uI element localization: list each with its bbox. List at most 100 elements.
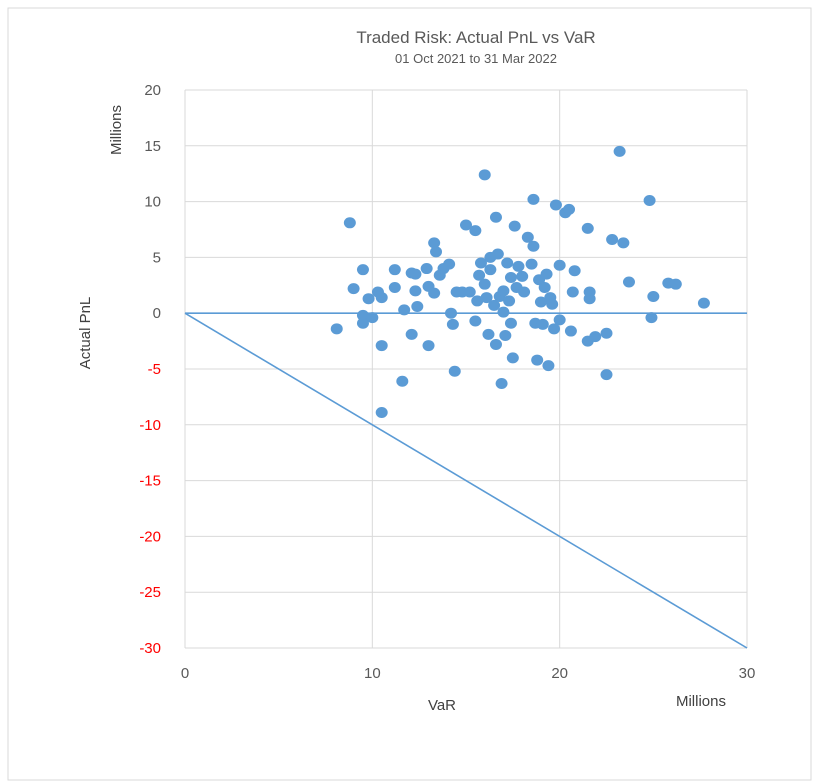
- data-point: [445, 307, 458, 319]
- data-point: [356, 264, 369, 276]
- data-point: [347, 283, 360, 295]
- data-point: [478, 278, 491, 290]
- y-tick-label: 15: [144, 138, 161, 155]
- data-point: [548, 323, 561, 335]
- y-tick-labels: 20 15 10 5 0 -5 -10 -15 -20 -25 -30: [139, 82, 161, 657]
- data-point: [460, 219, 472, 231]
- data-point: [540, 268, 553, 280]
- data-point: [428, 287, 441, 299]
- y-tick-label: 10: [144, 194, 161, 211]
- data-point: [474, 257, 487, 269]
- data-point: [497, 306, 510, 318]
- data-point: [600, 327, 613, 339]
- data-point: [448, 365, 461, 377]
- data-point: [542, 360, 555, 372]
- y-tick-label: -30: [139, 640, 161, 657]
- data-point: [518, 286, 531, 298]
- data-point: [568, 265, 581, 277]
- data-point: [469, 225, 482, 237]
- data-point: [645, 312, 658, 324]
- data-point: [478, 169, 491, 181]
- data-point: [647, 290, 660, 302]
- data-point: [422, 340, 435, 352]
- data-point: [536, 318, 549, 330]
- y-tick-label: -25: [139, 584, 161, 601]
- data-point: [564, 325, 577, 337]
- data-point: [443, 258, 456, 270]
- data-point: [546, 298, 559, 310]
- data-point: [613, 145, 626, 157]
- data-point: [471, 295, 484, 307]
- data-point: [428, 237, 441, 249]
- data-point: [643, 194, 656, 206]
- data-point: [503, 295, 516, 307]
- y-tick-label: -5: [148, 361, 161, 378]
- data-point: [549, 199, 562, 211]
- data-point: [484, 264, 497, 276]
- reference-line: [184, 312, 748, 649]
- data-point: [473, 269, 486, 281]
- data-point: [583, 293, 596, 305]
- x-tick-labels: 0 10 20 30: [181, 665, 756, 682]
- x-axis-label: VaR: [428, 697, 456, 714]
- data-point: [482, 328, 495, 340]
- y-tick-label: 0: [153, 305, 161, 322]
- data-point: [420, 263, 433, 275]
- data-point: [553, 259, 566, 271]
- data-point: [469, 315, 482, 327]
- data-point: [396, 375, 409, 387]
- data-point: [491, 248, 504, 260]
- data-point: [566, 286, 579, 298]
- data-point: [409, 285, 422, 297]
- data-point: [506, 352, 519, 364]
- y-tick-label: 20: [144, 82, 161, 99]
- x-axis-units: Millions: [676, 693, 726, 710]
- x-tick-label: 10: [364, 665, 381, 682]
- data-points: [330, 145, 710, 419]
- data-point: [697, 297, 710, 309]
- y-tick-label: 5: [153, 249, 161, 266]
- data-point: [375, 340, 388, 352]
- data-point: [516, 270, 529, 282]
- data-point: [525, 258, 538, 270]
- data-point: [617, 237, 630, 249]
- data-point: [366, 312, 379, 324]
- data-point: [501, 257, 514, 269]
- x-tick-label: 30: [739, 665, 756, 682]
- y-tick-label: -15: [139, 473, 161, 490]
- data-point: [504, 271, 517, 283]
- x-tick-label: 20: [551, 665, 568, 682]
- data-point: [398, 304, 411, 316]
- data-point: [480, 292, 493, 304]
- data-point: [538, 282, 551, 294]
- data-point: [488, 299, 501, 311]
- data-point: [534, 296, 547, 308]
- data-point: [527, 240, 540, 252]
- chart-title: Traded Risk: Actual PnL vs VaR: [356, 28, 595, 47]
- data-point: [375, 407, 388, 419]
- data-point: [504, 317, 517, 329]
- chart-border: [7, 7, 812, 781]
- data-point: [388, 282, 401, 294]
- data-point: [409, 268, 422, 280]
- data-point: [508, 220, 521, 232]
- x-tick-label: 0: [181, 665, 189, 682]
- data-point: [581, 222, 594, 234]
- data-point: [669, 278, 682, 290]
- data-point: [622, 276, 635, 288]
- data-point: [375, 292, 388, 304]
- data-point: [489, 338, 502, 350]
- data-point: [446, 318, 459, 330]
- data-point: [531, 354, 544, 366]
- data-point: [553, 314, 566, 326]
- data-point: [527, 193, 540, 205]
- y-tick-label: -20: [139, 528, 161, 545]
- data-point: [356, 317, 369, 329]
- data-point: [362, 293, 375, 305]
- data-point: [388, 264, 401, 276]
- chart-subtitle: 01 Oct 2021 to 31 Mar 2022: [395, 51, 557, 66]
- data-point: [589, 331, 602, 343]
- data-point: [430, 246, 443, 258]
- data-point: [521, 231, 534, 243]
